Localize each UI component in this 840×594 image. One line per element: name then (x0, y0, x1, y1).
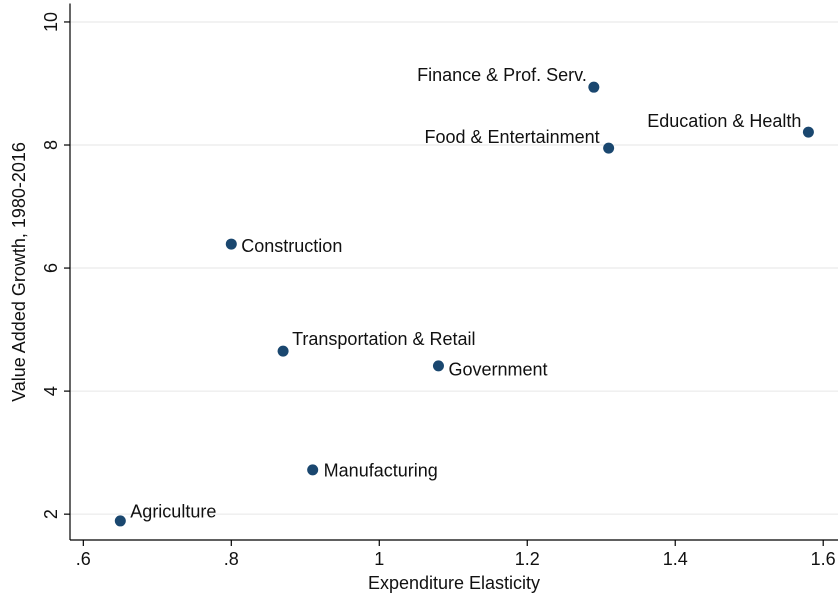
point (225, 238, 237, 250)
point-label: Finance & Prof. Serv. (417, 65, 587, 85)
point (603, 142, 615, 154)
x-tick-label: .6 (76, 549, 91, 569)
point-label: Government (448, 360, 547, 380)
point-label: Education & Health (647, 111, 801, 131)
x-tick-label: 1.2 (515, 549, 540, 569)
x-tick-label: 1.6 (811, 549, 836, 569)
point (277, 345, 289, 357)
point-label: Manufacturing (324, 461, 438, 481)
point-label: Food & Entertainment (425, 127, 600, 147)
y-tick-label: 2 (41, 509, 61, 519)
point-label: Construction (241, 236, 342, 256)
point (588, 81, 600, 93)
point-label: Agriculture (130, 502, 216, 522)
x-tick-label: 1.4 (663, 549, 688, 569)
point (307, 464, 319, 476)
point-label: Transportation & Retail (292, 329, 475, 349)
x-tick-label: .8 (224, 549, 239, 569)
x-tick-label: 1 (374, 549, 384, 569)
y-axis-title: Value Added Growth, 1980-2016 (9, 142, 29, 402)
y-tick-label: 6 (41, 263, 61, 273)
x-axis-title: Expenditure Elasticity (368, 573, 540, 593)
point (802, 126, 814, 138)
point (114, 515, 126, 527)
point (432, 360, 444, 372)
y-tick-label: 10 (41, 12, 61, 32)
y-tick-label: 8 (41, 140, 61, 150)
y-tick-label: 4 (41, 386, 61, 396)
